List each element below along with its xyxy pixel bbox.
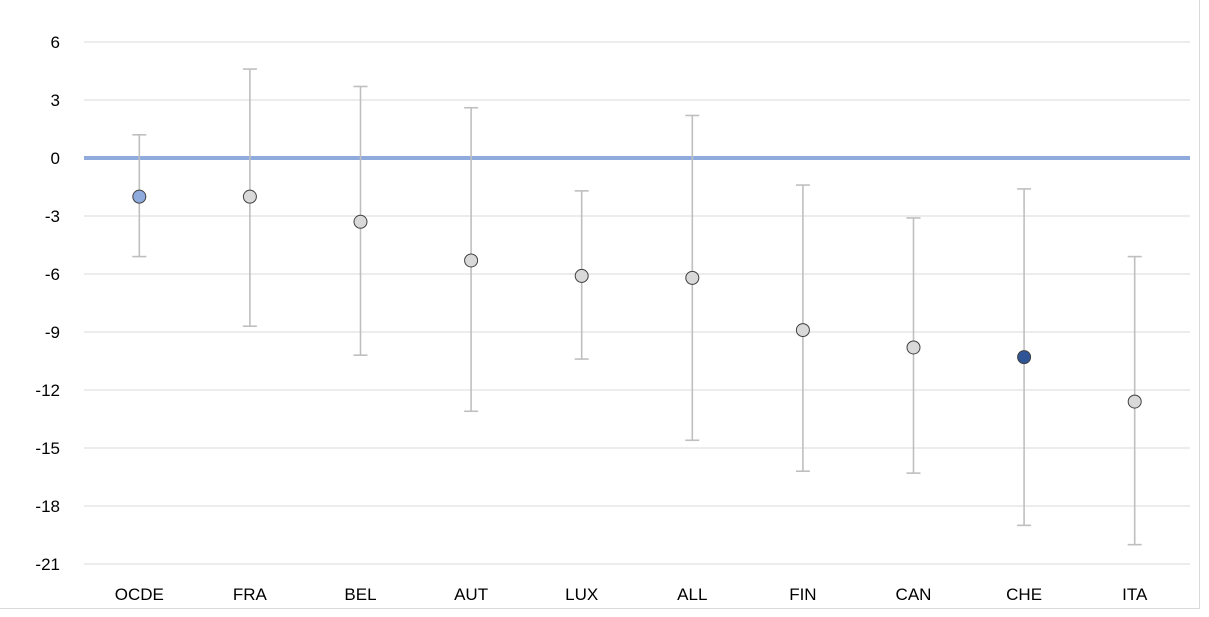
x-axis-tick-labels: OCDE FRA BEL AUT LUX ALL FIN CAN CHE ITA [115,585,1148,604]
x-tick-label-fra: FRA [233,585,268,604]
data-point-all [685,270,700,285]
grid-lines [84,41,1190,565]
y-tick-label: -9 [45,323,60,342]
y-tick-label: -3 [45,207,60,226]
y-tick-label: -15 [35,439,60,458]
y-tick-label: -6 [45,265,60,284]
x-tick-label-lux: LUX [565,585,598,604]
chart-plot: 6 3 0 -3 -6 -9 -12 -15 -18 -21 OCDE FRA BEL AUT LUX AL… [35,33,1190,604]
data-point-bel [353,214,368,229]
data-point-aut [464,253,479,268]
data-point-can [906,340,921,355]
x-tick-label-bel: BEL [344,585,376,604]
x-tick-label-ocde: OCDE [115,585,164,604]
data-point-che [1017,350,1032,365]
data-point-fin [795,323,810,338]
x-tick-label-fin: FIN [789,585,816,604]
y-axis-tick-labels: 6 3 0 -3 -6 -9 -12 -15 -18 -21 [35,33,60,574]
y-tick-label: -12 [35,381,60,400]
y-tick-label: 6 [51,33,60,52]
data-point-lux [574,268,589,283]
x-tick-label-ita: ITA [1122,585,1148,604]
x-tick-label-aut: AUT [454,585,488,604]
chart-frame: 6 3 0 -3 -6 -9 -12 -15 -18 -21 OCDE FRA BEL AUT LUX AL… [0,0,1200,609]
data-points [132,189,1142,409]
y-tick-label: 3 [51,91,60,110]
data-point-ocde [132,189,147,204]
y-tick-label: -18 [35,497,60,516]
data-point-fra [242,189,257,204]
x-tick-label-che: CHE [1006,585,1042,604]
y-tick-label: 0 [51,149,60,168]
x-tick-label-can: CAN [896,585,932,604]
x-tick-label-all: ALL [677,585,707,604]
y-tick-label: -21 [35,555,60,574]
error-bars [132,68,1142,546]
data-point-ita [1127,394,1142,409]
